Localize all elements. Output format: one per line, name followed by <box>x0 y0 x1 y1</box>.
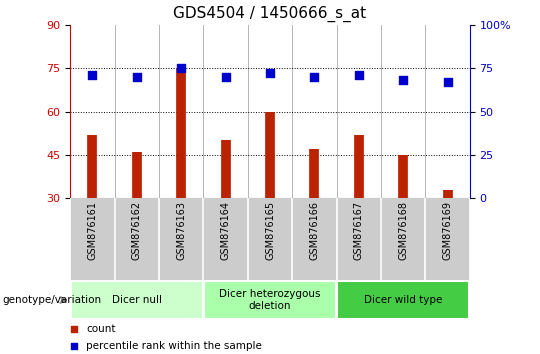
FancyBboxPatch shape <box>71 281 202 319</box>
Text: GSM876162: GSM876162 <box>132 201 142 260</box>
Text: genotype/variation: genotype/variation <box>3 295 102 305</box>
Text: Dicer null: Dicer null <box>112 295 162 305</box>
Text: GSM876166: GSM876166 <box>309 201 319 260</box>
Text: GSM876167: GSM876167 <box>354 201 364 260</box>
FancyBboxPatch shape <box>204 281 336 319</box>
Text: GSM876169: GSM876169 <box>443 201 453 260</box>
Point <box>177 65 186 71</box>
Point <box>132 74 141 80</box>
Point <box>399 78 408 83</box>
Point <box>354 72 363 78</box>
Point <box>221 74 230 80</box>
Point <box>310 74 319 80</box>
Text: Dicer heterozygous
deletion: Dicer heterozygous deletion <box>219 289 321 311</box>
Text: GSM876161: GSM876161 <box>87 201 97 260</box>
Point <box>70 343 78 348</box>
Text: GSM876165: GSM876165 <box>265 201 275 260</box>
Point <box>443 79 452 85</box>
Point <box>88 72 97 78</box>
Point <box>70 326 78 332</box>
Text: Dicer wild type: Dicer wild type <box>364 295 442 305</box>
FancyBboxPatch shape <box>338 281 469 319</box>
Text: GSM876164: GSM876164 <box>221 201 231 260</box>
Text: percentile rank within the sample: percentile rank within the sample <box>86 341 262 350</box>
Point <box>266 70 274 76</box>
Text: GSM876168: GSM876168 <box>398 201 408 260</box>
Title: GDS4504 / 1450666_s_at: GDS4504 / 1450666_s_at <box>173 6 367 22</box>
Text: count: count <box>86 324 116 334</box>
Text: GSM876163: GSM876163 <box>176 201 186 260</box>
